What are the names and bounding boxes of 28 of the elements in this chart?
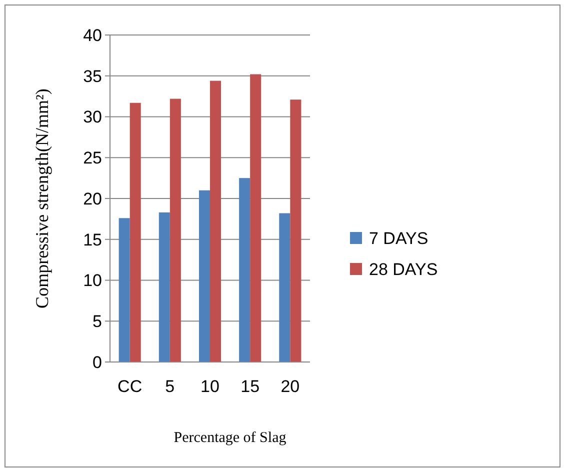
bar [130, 102, 141, 362]
x-axis-title: Percentage of Slag [174, 430, 287, 446]
x-tick-label: 20 [280, 377, 300, 396]
y-tick-label: 30 [83, 108, 102, 127]
x-tick-label: 10 [200, 377, 220, 396]
bar [158, 212, 170, 362]
y-tick-label: 35 [83, 66, 102, 86]
bar [118, 218, 130, 362]
bar [250, 74, 262, 362]
bar [198, 190, 210, 362]
y-tick-label: 0 [92, 352, 102, 372]
legend-label: 28 DAYS [369, 260, 438, 279]
legend-label: 7 DAYS [369, 228, 428, 248]
y-tick-label: 15 [83, 230, 102, 250]
bar [170, 98, 181, 362]
x-tick-label: CC [118, 377, 142, 396]
bar [290, 100, 302, 362]
y-axis-title: Compressive strength(N/mm²) [32, 88, 52, 308]
y-tick-label: 40 [83, 26, 102, 45]
bar [239, 178, 250, 362]
x-tick-label: 5 [165, 377, 175, 396]
x-tick-label: 15 [240, 377, 260, 396]
y-tick-label: 25 [83, 148, 102, 168]
y-tick-label: 10 [83, 271, 102, 290]
bar [210, 80, 222, 362]
bar [279, 213, 290, 362]
y-tick-label: 20 [83, 189, 102, 208]
y-tick-label: 5 [92, 312, 102, 332]
